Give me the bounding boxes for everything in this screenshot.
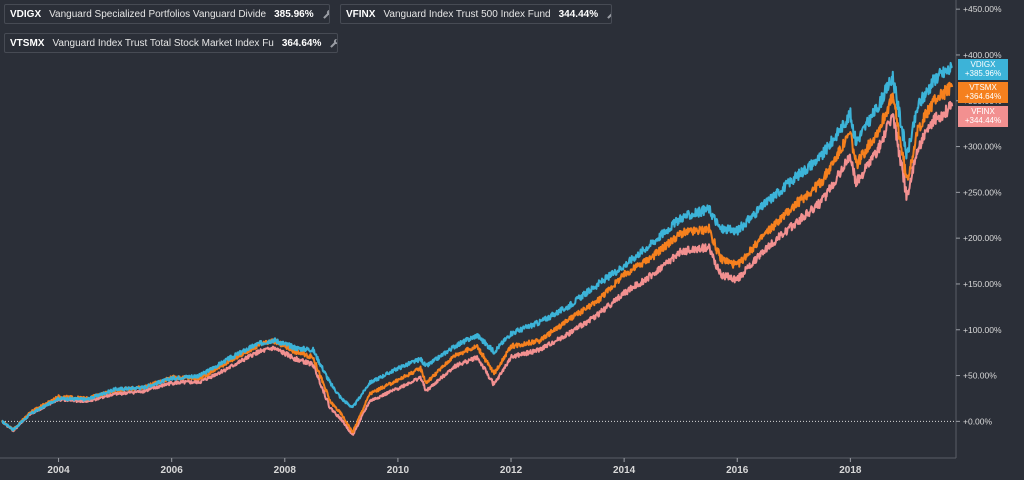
x-tick-label: 2006 <box>161 465 184 476</box>
legend-ticker: VDIGX <box>10 8 42 20</box>
price-badge-vfinx: VFINX +344.44% <box>958 106 1008 127</box>
series-line-vdigx <box>1 61 953 432</box>
x-tick-label: 2016 <box>726 465 749 476</box>
x-tick-label: 2012 <box>500 465 523 476</box>
legend-item-vdigx[interactable]: VDIGX Vanguard Specialized Portfolios Va… <box>4 4 330 24</box>
series-line-vtsmx <box>1 81 954 434</box>
badge-value: +385.96% <box>964 69 1002 78</box>
y-tick-label: +200.00% <box>963 233 1002 243</box>
legend-ticker: VTSMX <box>10 37 45 49</box>
legend-fund-name: Vanguard Specialized Portfolios Vanguard… <box>49 8 267 20</box>
badge-value: +364.64% <box>964 92 1002 101</box>
axis-layer: +0.00% +50.00% +100.00% +150.00% +200.00% +25… <box>0 0 1002 476</box>
y-tick-label: +300.00% <box>963 142 1002 152</box>
legend-percent: 344.44% <box>558 8 599 20</box>
y-tick-label: +400.00% <box>963 50 1002 60</box>
y-tick-label: +0.00% <box>963 416 993 426</box>
wrench-icon[interactable] <box>322 7 329 21</box>
badge-ticker: VFINX <box>971 107 995 116</box>
legend-fund-name: Vanguard Index Trust 500 Index Fund <box>383 8 551 20</box>
legend-item-vtsmx[interactable]: VTSMX Vanguard Index Trust Total Stock M… <box>4 33 338 53</box>
badge-ticker: VDIGX <box>970 60 996 69</box>
y-tick-label: +450.00% <box>963 4 1002 14</box>
badge-ticker: VTSMX <box>969 83 997 92</box>
price-badge-vtsmx: VTSMX +364.64% <box>958 82 1008 103</box>
legend-item-vfinx[interactable]: VFINX Vanguard Index Trust 500 Index Fun… <box>340 4 612 24</box>
legend-ticker: VFINX <box>346 8 376 20</box>
series-line-vfinx <box>1 100 954 436</box>
legend-percent: 364.64% <box>281 37 322 49</box>
x-tick-label: 2018 <box>839 465 862 476</box>
legend-percent: 385.96% <box>274 8 314 20</box>
x-tick-label: 2004 <box>47 465 70 476</box>
y-tick-label: +150.00% <box>963 279 1002 289</box>
badge-value: +344.44% <box>964 116 1002 125</box>
x-tick-label: 2014 <box>613 465 636 476</box>
wrench-icon[interactable] <box>606 7 611 21</box>
y-tick-label: +250.00% <box>963 187 1002 197</box>
y-tick-label: +100.00% <box>963 325 1002 335</box>
wrench-icon[interactable] <box>329 36 337 50</box>
x-tick-label: 2008 <box>274 465 297 476</box>
price-badge-vdigx: VDIGX +385.96% <box>958 59 1008 80</box>
legend-fund-name: Vanguard Index Trust Total Stock Market … <box>52 37 274 49</box>
y-tick-label: +50.00% <box>963 371 997 381</box>
series-layer <box>1 61 954 436</box>
x-tick-label: 2010 <box>387 465 410 476</box>
